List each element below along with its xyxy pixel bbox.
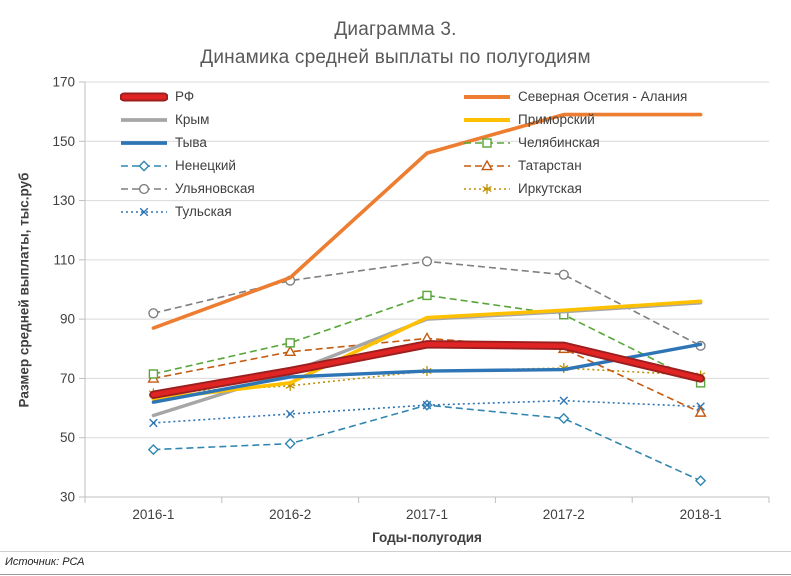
legend-swatch-icon bbox=[464, 137, 510, 148]
diamond-marker-icon bbox=[695, 475, 707, 487]
legend-left-column: РФ Крым Тыва Ненецкий Ульяновская Тульская bbox=[120, 85, 255, 223]
square-marker-icon bbox=[285, 338, 295, 348]
triangle-marker-icon bbox=[694, 406, 707, 417]
svg-text:170: 170 bbox=[52, 75, 75, 90]
svg-text:30: 30 bbox=[60, 490, 75, 505]
legend-item: Ульяновская bbox=[120, 177, 255, 200]
chart-title-line2: Динамика средней выплаты по полугодиям bbox=[200, 47, 591, 68]
legend-swatch-icon bbox=[121, 159, 167, 172]
legend-swatch-icon bbox=[120, 92, 168, 101]
legend-label: Тульская bbox=[175, 204, 232, 219]
circle-marker-icon bbox=[421, 256, 433, 267]
chart-title-line1: Диаграмма 3. bbox=[334, 19, 457, 40]
legend-label: Иркутская bbox=[518, 181, 582, 196]
diamond-marker-icon bbox=[138, 159, 150, 172]
svg-text:90: 90 bbox=[60, 312, 75, 327]
circle-marker-icon bbox=[558, 269, 569, 280]
legend-item: Крым bbox=[120, 108, 255, 131]
y-axis-title: Размер средней выплаты, тыс.руб bbox=[16, 172, 32, 408]
legend-label: Ненецкий bbox=[175, 158, 236, 173]
series-line-4 bbox=[148, 256, 706, 351]
svg-text:2017-1: 2017-1 bbox=[406, 507, 448, 522]
series-line-9 bbox=[147, 331, 707, 417]
source-note: Источник: РСА bbox=[5, 556, 85, 568]
legend-item: Иркутская bbox=[463, 177, 687, 200]
diamond-marker-icon bbox=[558, 412, 570, 425]
legend-right-column: Северная Осетия - Алания Приморский Челяби… bbox=[463, 85, 687, 200]
svg-text:150: 150 bbox=[52, 134, 75, 149]
triangle-marker-icon bbox=[284, 345, 297, 357]
legend-item: Тульская bbox=[120, 200, 255, 223]
legend-item: Челябинская bbox=[463, 131, 687, 154]
legend-item: Северная Осетия - Алания bbox=[463, 85, 687, 108]
x-marker-icon bbox=[139, 207, 149, 216]
series-line-2 bbox=[151, 342, 703, 404]
legend-swatch-icon bbox=[121, 183, 167, 194]
y-tick-labels: 30 50 70 90 110 130 150 170 bbox=[52, 75, 75, 505]
diamond-marker-icon bbox=[284, 438, 296, 450]
series-line-0 bbox=[149, 340, 705, 399]
axes bbox=[79, 81, 770, 503]
legend-label: РФ bbox=[175, 89, 195, 104]
svg-text:2016-2: 2016-2 bbox=[269, 507, 311, 522]
legend-item: РФ bbox=[120, 85, 255, 108]
x-marker-icon bbox=[149, 418, 158, 428]
svg-text:70: 70 bbox=[60, 371, 75, 386]
legend-item: Тыва bbox=[120, 131, 255, 154]
legend-label: Татарстан bbox=[518, 158, 582, 173]
svg-text:2018-1: 2018-1 bbox=[680, 507, 722, 522]
circle-marker-icon bbox=[138, 183, 150, 194]
legend-label: Ульяновская bbox=[175, 181, 255, 196]
x-marker-icon bbox=[285, 409, 295, 419]
svg-text:110: 110 bbox=[53, 252, 75, 267]
legend-swatch-icon bbox=[121, 117, 167, 122]
series-line-7 bbox=[151, 299, 703, 401]
legend-label: Тыва bbox=[175, 135, 207, 150]
legend-item: Татарстан bbox=[463, 154, 687, 177]
svg-text:130: 130 bbox=[52, 193, 75, 208]
x-marker-icon bbox=[559, 396, 569, 405]
legend-swatch-icon bbox=[121, 207, 167, 216]
legend-label: Приморский bbox=[518, 112, 595, 127]
divider-line bbox=[0, 551, 791, 552]
bottom-edge-line bbox=[0, 574, 791, 575]
legend-swatch-icon bbox=[464, 117, 510, 122]
x-axis-title: Годы-полугодия bbox=[372, 530, 482, 545]
square-marker-icon bbox=[482, 137, 492, 148]
series-line-6 bbox=[151, 112, 703, 330]
legend-swatch-icon bbox=[121, 140, 167, 145]
svg-text:2016-1: 2016-1 bbox=[132, 507, 174, 522]
legend-label: Северная Осетия - Алания bbox=[518, 89, 688, 104]
legend-swatch-icon bbox=[464, 159, 510, 170]
chart-title: Диаграмма 3. Динамика средней выплаты по… bbox=[0, 16, 791, 72]
asterisk-marker-icon bbox=[482, 183, 492, 194]
svg-text:50: 50 bbox=[60, 430, 75, 445]
legend-swatch-icon bbox=[464, 94, 510, 99]
square-marker-icon bbox=[422, 290, 432, 301]
legend-swatch-icon bbox=[464, 183, 510, 194]
legend-item: Приморский bbox=[463, 108, 687, 131]
x-tick-labels: 2016-1 2016-2 2017-1 2017-2 2018-1 bbox=[132, 507, 721, 522]
series-line-3 bbox=[147, 399, 707, 487]
square-marker-icon bbox=[148, 369, 159, 379]
diamond-marker-icon bbox=[147, 443, 159, 456]
triangle-marker-icon bbox=[481, 159, 493, 170]
legend-label: Челябинская bbox=[518, 135, 600, 150]
x-marker-icon bbox=[422, 400, 432, 410]
svg-text:2017-2: 2017-2 bbox=[543, 507, 585, 522]
series-line-8 bbox=[148, 290, 706, 388]
circle-marker-icon bbox=[148, 308, 159, 319]
legend-label: Крым bbox=[175, 112, 210, 127]
legend-item: Ненецкий bbox=[120, 154, 255, 177]
